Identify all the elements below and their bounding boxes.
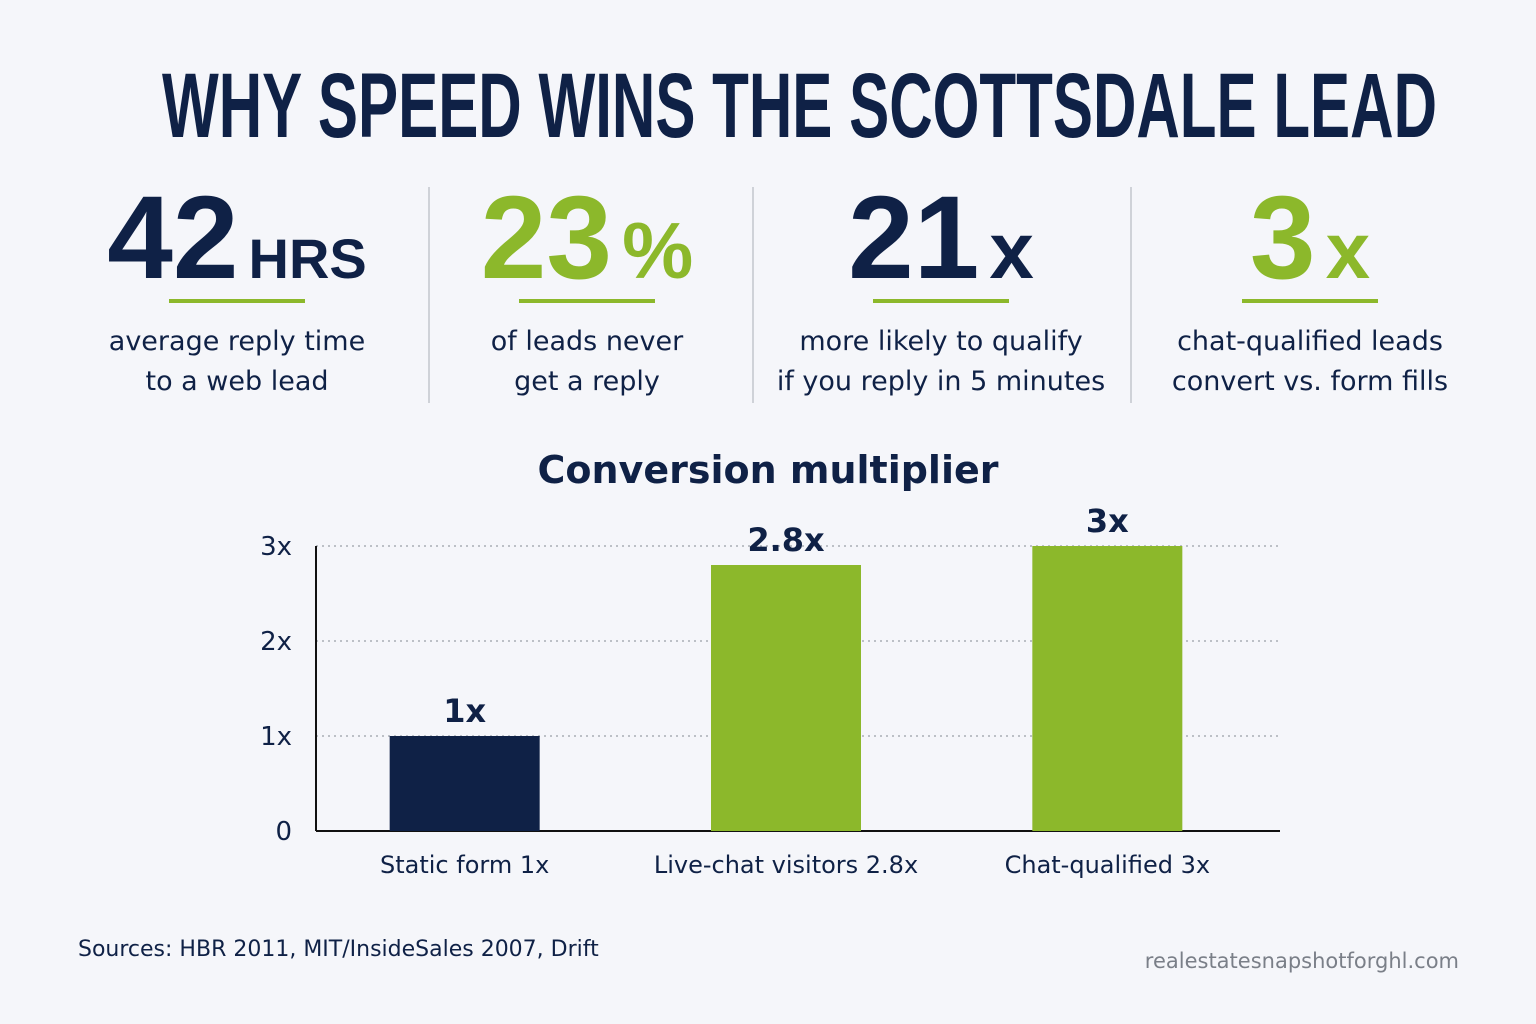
chart-title: Conversion multiplier <box>538 448 999 492</box>
y-tick-label: 3x <box>260 532 292 562</box>
stat-number: 42 <box>107 172 238 304</box>
bar <box>389 736 540 831</box>
x-tick-label: Live-chat visitors 2.8x <box>654 851 918 879</box>
stat-caption: get a reply <box>514 366 660 397</box>
sources: Sources: HBR 2011, MIT/InsideSales 2007,… <box>78 937 599 962</box>
stat-unit: x <box>989 206 1034 295</box>
x-tick-label: Static form 1x <box>380 851 549 879</box>
stat-caption: to a web lead <box>145 366 328 397</box>
stat-value: 42 HRS <box>107 172 367 304</box>
value-label: 1x <box>443 692 486 730</box>
bar <box>711 565 861 831</box>
stat-caption: convert vs. form fills <box>1172 366 1448 397</box>
stat-unit: x <box>1326 206 1371 295</box>
y-tick-label: 0 <box>275 817 292 847</box>
stat-underline <box>169 299 305 303</box>
stat-number: 3 <box>1250 172 1316 304</box>
stat-unit: % <box>622 206 693 295</box>
stat-underline <box>519 299 655 303</box>
stat-unit: HRS <box>249 227 367 290</box>
site-url: realestatesnapshotforghl.com <box>1145 949 1459 973</box>
stat-underline <box>873 299 1009 303</box>
bar <box>1032 546 1183 831</box>
value-label: 3x <box>1086 502 1129 540</box>
y-tick-label: 1x <box>260 722 292 752</box>
stat-caption: chat-qualified leads <box>1177 326 1443 357</box>
stat-underline <box>1242 299 1378 303</box>
stat-number: 23 <box>481 172 612 304</box>
stat-number: 21 <box>848 172 979 304</box>
stat-caption: average reply time <box>109 326 365 357</box>
stat-caption: if you reply in 5 minutes <box>777 366 1105 397</box>
page-title: WHY SPEED WINS THE SCOTTSDALE LEAD <box>162 55 1437 157</box>
stat-caption: more likely to qualify <box>799 326 1082 357</box>
value-label: 2.8x <box>747 521 825 559</box>
stat-value: 21 x <box>848 172 1034 304</box>
stat-caption: of leads never <box>491 326 684 357</box>
y-tick-label: 2x <box>260 627 292 657</box>
x-tick-label: Chat-qualified 3x <box>1005 851 1210 879</box>
stat-value: 23% <box>481 172 693 304</box>
